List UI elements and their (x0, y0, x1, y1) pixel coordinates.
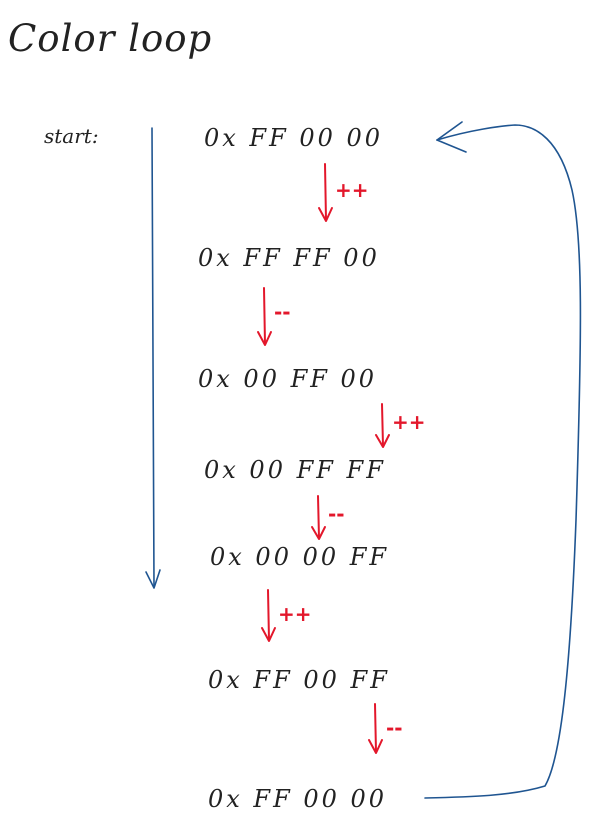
start-label: start: (44, 124, 99, 148)
color-value-3: 0x 00 FF 00 (198, 365, 378, 393)
step-arrow-1 (318, 163, 333, 222)
step-op-5: ++ (278, 602, 312, 626)
loop-back-arrowhead (436, 121, 467, 153)
flow-line (151, 127, 155, 587)
step-op-4: -- (328, 502, 345, 526)
color-value-5: 0x 00 00 FF (210, 543, 390, 571)
step-arrow-6 (368, 703, 383, 754)
color-value-1: 0x FF 00 00 (204, 124, 384, 152)
step-arrow-3 (375, 403, 390, 448)
color-value-6: 0x FF 00 FF (208, 666, 390, 694)
loop-back-line (424, 124, 582, 799)
flow-arrowhead (145, 569, 161, 589)
step-op-3: ++ (392, 410, 426, 434)
step-arrow-2 (257, 287, 272, 346)
step-op-2: -- (274, 300, 291, 324)
step-op-6: -- (386, 716, 403, 740)
step-arrow-5 (261, 589, 276, 642)
color-value-4: 0x 00 FF FF (204, 456, 386, 484)
step-op-1: ++ (335, 178, 369, 202)
step-arrow-4 (311, 495, 326, 540)
color-value-7: 0x FF 00 00 (208, 785, 388, 813)
page-title: Color loop (8, 17, 213, 60)
color-value-2: 0x FF FF 00 (198, 244, 380, 272)
